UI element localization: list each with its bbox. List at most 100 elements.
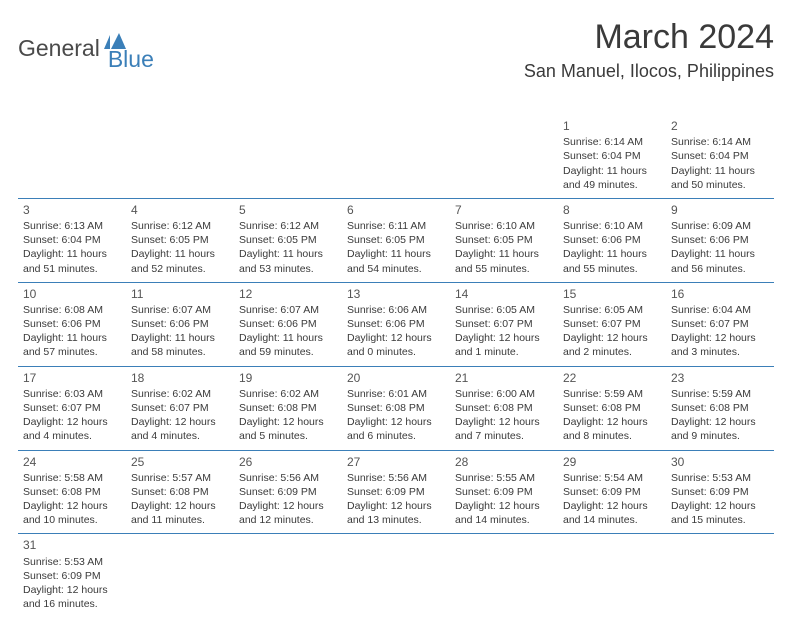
weekday-header: Friday: [558, 90, 666, 115]
sunrise-line: Sunrise: 5:56 AM: [347, 471, 445, 485]
sunrise-line: Sunrise: 6:00 AM: [455, 387, 553, 401]
calendar-cell: 29Sunrise: 5:54 AMSunset: 6:09 PMDayligh…: [558, 450, 666, 534]
daylight-line: Daylight: 11 hours and 58 minutes.: [131, 331, 229, 359]
sunset-line: Sunset: 6:05 PM: [239, 233, 337, 247]
calendar-cell: 25Sunrise: 5:57 AMSunset: 6:08 PMDayligh…: [126, 450, 234, 534]
day-number: 5: [239, 202, 337, 218]
calendar-cell: 31Sunrise: 5:53 AMSunset: 6:09 PMDayligh…: [18, 534, 126, 617]
calendar-cell: 16Sunrise: 6:04 AMSunset: 6:07 PMDayligh…: [666, 282, 774, 366]
sunrise-line: Sunrise: 6:12 AM: [131, 219, 229, 233]
calendar-cell: 1Sunrise: 6:14 AMSunset: 6:04 PMDaylight…: [558, 115, 666, 198]
sunset-line: Sunset: 6:06 PM: [239, 317, 337, 331]
sunrise-line: Sunrise: 6:10 AM: [563, 219, 661, 233]
day-number: 17: [23, 370, 121, 386]
sunset-line: Sunset: 6:09 PM: [671, 485, 769, 499]
daylight-line: Daylight: 12 hours and 15 minutes.: [671, 499, 769, 527]
day-number: 8: [563, 202, 661, 218]
day-number: 19: [239, 370, 337, 386]
daylight-line: Daylight: 12 hours and 12 minutes.: [239, 499, 337, 527]
sunset-line: Sunset: 6:08 PM: [671, 401, 769, 415]
sunset-line: Sunset: 6:08 PM: [23, 485, 121, 499]
location: San Manuel, Ilocos, Philippines: [524, 61, 774, 82]
daylight-line: Daylight: 12 hours and 0 minutes.: [347, 331, 445, 359]
calendar-cell: 11Sunrise: 6:07 AMSunset: 6:06 PMDayligh…: [126, 282, 234, 366]
day-number: 7: [455, 202, 553, 218]
title-block: March 2024 San Manuel, Ilocos, Philippin…: [524, 18, 774, 82]
calendar-cell: 15Sunrise: 6:05 AMSunset: 6:07 PMDayligh…: [558, 282, 666, 366]
sunrise-line: Sunrise: 5:54 AM: [563, 471, 661, 485]
sunrise-line: Sunrise: 6:05 AM: [563, 303, 661, 317]
sunset-line: Sunset: 6:05 PM: [131, 233, 229, 247]
calendar-cell: 14Sunrise: 6:05 AMSunset: 6:07 PMDayligh…: [450, 282, 558, 366]
sunrise-line: Sunrise: 6:06 AM: [347, 303, 445, 317]
calendar-row: 17Sunrise: 6:03 AM Sunset: 6:07 PM Dayligh…: [18, 366, 774, 450]
sunset-line: Sunset: 6:07 PM: [131, 401, 229, 415]
calendar-cell: 13Sunrise: 6:06 AMSunset: 6:06 PMDayligh…: [342, 282, 450, 366]
sunrise-line: Sunrise: 5:56 AM: [239, 471, 337, 485]
sunset-line: Sunset: 6:07 PM: [671, 317, 769, 331]
sunrise-line: Sunrise: 5:57 AM: [131, 471, 229, 485]
day-number: 1: [563, 118, 661, 134]
sunrise-line: Sunrise: 5:59 AM: [563, 387, 661, 401]
sunset-line: Sunset: 6:09 PM: [239, 485, 337, 499]
sunrise-line: Sunrise: 6:07 AM: [239, 303, 337, 317]
daylight-line: Daylight: 11 hours and 56 minutes.: [671, 247, 769, 275]
daylight-line: Daylight: 11 hours and 52 minutes.: [131, 247, 229, 275]
sunrise-line: Sunrise: 6:09 AM: [671, 219, 769, 233]
daylight-line: Daylight: 12 hours and 7 minutes.: [455, 415, 553, 443]
day-number: 13: [347, 286, 445, 302]
calendar-cell: 19Sunrise: 6:02 AMSunset: 6:08 PMDayligh…: [234, 366, 342, 450]
sunrise-line: Sunrise: 6:11 AM: [347, 219, 445, 233]
daylight-line: Daylight: 12 hours and 16 minutes.: [23, 583, 121, 611]
day-number: 27: [347, 454, 445, 470]
day-number: 18: [131, 370, 229, 386]
sunset-line: Sunset: 6:08 PM: [455, 401, 553, 415]
sunset-line: Sunset: 6:05 PM: [347, 233, 445, 247]
calendar-cell: 10Sunrise: 6:08 AMSunset: 6:06 PMDayligh…: [18, 282, 126, 366]
sunset-line: Sunset: 6:04 PM: [23, 233, 121, 247]
sunrise-line: Sunrise: 6:02 AM: [131, 387, 229, 401]
day-number: 29: [563, 454, 661, 470]
sunset-line: Sunset: 6:06 PM: [671, 233, 769, 247]
calendar-cell: 3Sunrise: 6:13 AMSunset: 6:04 PMDaylight…: [18, 198, 126, 282]
calendar-cell: 30Sunrise: 5:53 AMSunset: 6:09 PMDayligh…: [666, 450, 774, 534]
daylight-line: Daylight: 11 hours and 49 minutes.: [563, 164, 661, 192]
day-number: 25: [131, 454, 229, 470]
sunset-line: Sunset: 6:08 PM: [131, 485, 229, 499]
sunset-line: Sunset: 6:08 PM: [347, 401, 445, 415]
calendar-cell: 27Sunrise: 5:56 AMSunset: 6:09 PMDayligh…: [342, 450, 450, 534]
sunset-line: Sunset: 6:06 PM: [23, 317, 121, 331]
sunrise-line: Sunrise: 5:59 AM: [671, 387, 769, 401]
sunrise-line: Sunrise: 6:12 AM: [239, 219, 337, 233]
sunrise-line: Sunrise: 5:53 AM: [23, 555, 121, 569]
calendar-cell: 28Sunrise: 5:55 AMSunset: 6:09 PMDayligh…: [450, 450, 558, 534]
weekday-header: Tuesday: [234, 90, 342, 115]
calendar-table: Sunday Monday Tuesday Wednesday Thursday…: [18, 90, 774, 617]
calendar-cell: 18Sunrise: 6:02 AMSunset: 6:07 PMDayligh…: [126, 366, 234, 450]
daylight-line: Daylight: 11 hours and 59 minutes.: [239, 331, 337, 359]
daylight-line: Daylight: 12 hours and 11 minutes.: [131, 499, 229, 527]
calendar-body: 1Sunrise: 6:14 AMSunset: 6:04 PMDaylight…: [18, 115, 774, 617]
daylight-line: Daylight: 11 hours and 54 minutes.: [347, 247, 445, 275]
calendar-cell: [558, 534, 666, 617]
weekday-header: Saturday: [666, 90, 774, 115]
calendar-cell: [234, 115, 342, 198]
sunrise-line: Sunrise: 6:03 AM: [23, 387, 121, 401]
daylight-line: Daylight: 11 hours and 53 minutes.: [239, 247, 337, 275]
calendar-cell: 20Sunrise: 6:01 AMSunset: 6:08 PMDayligh…: [342, 366, 450, 450]
weekday-header: Monday: [126, 90, 234, 115]
daylight-line: Daylight: 11 hours and 55 minutes.: [563, 247, 661, 275]
day-number: 24: [23, 454, 121, 470]
weekday-header: Wednesday: [342, 90, 450, 115]
calendar-row: 31Sunrise: 5:53 AMSunset: 6:09 PMDayligh…: [18, 534, 774, 617]
sunrise-line: Sunrise: 6:01 AM: [347, 387, 445, 401]
logo-text-blue: Blue: [108, 46, 154, 73]
calendar-cell: 21Sunrise: 6:00 AMSunset: 6:08 PMDayligh…: [450, 366, 558, 450]
daylight-line: Daylight: 12 hours and 14 minutes.: [563, 499, 661, 527]
calendar-cell: [18, 115, 126, 198]
daylight-line: Daylight: 12 hours and 5 minutes.: [239, 415, 337, 443]
sunrise-line: Sunrise: 6:04 AM: [671, 303, 769, 317]
day-number: 20: [347, 370, 445, 386]
day-number: 23: [671, 370, 769, 386]
sunset-line: Sunset: 6:07 PM: [455, 317, 553, 331]
